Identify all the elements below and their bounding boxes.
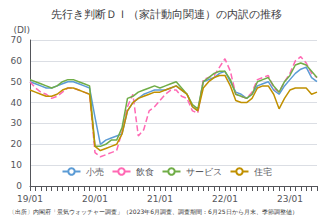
svg-text:19/01: 19/01 [17,194,43,204]
svg-text:(DI): (DI) [13,25,30,35]
svg-text:21/01: 21/01 [147,194,173,204]
svg-text:〔出所〕内閣府「景気ウォッチャー調査」（2023年6月調査、: 〔出所〕内閣府「景気ウォッチャー調査」（2023年6月調査、調査期間：6月25日… [9,208,298,216]
svg-text:22/01: 22/01 [212,194,238,204]
svg-text:50: 50 [11,77,23,87]
svg-text:先行き判断ＤＩ（家計動向関連）の内訳の推移: 先行き判断ＤＩ（家計動向関連）の内訳の推移 [51,8,282,21]
svg-text:20/01: 20/01 [82,194,108,204]
svg-text:40: 40 [11,98,23,108]
svg-text:60: 60 [11,56,23,66]
svg-text:飲食: 飲食 [136,167,154,177]
svg-text:10: 10 [11,160,23,170]
svg-text:住宅: 住宅 [254,167,272,177]
svg-text:0: 0 [16,181,22,191]
svg-text:70: 70 [11,35,23,45]
svg-text:小売: 小売 [86,167,104,177]
svg-text:20: 20 [11,139,23,149]
svg-text:30: 30 [11,118,23,128]
svg-text:23/01: 23/01 [277,194,303,204]
svg-text:サービス: サービス [186,167,222,177]
